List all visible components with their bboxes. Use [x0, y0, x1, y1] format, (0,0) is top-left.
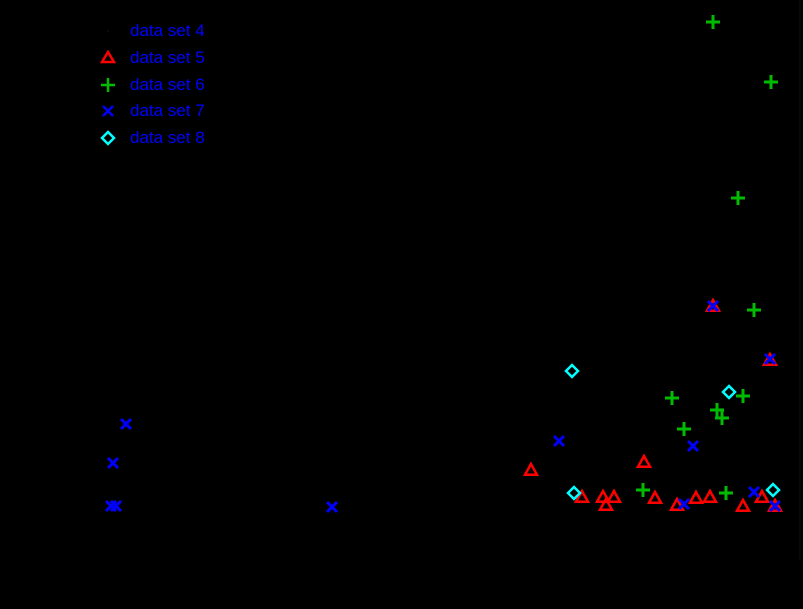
data-point [564, 363, 580, 379]
legend-item-data-set-5: data set 5 [96, 45, 205, 72]
data-point [747, 485, 761, 499]
legend-label: data set 7 [130, 101, 205, 121]
series-data-set-5 [522, 297, 784, 513]
data-point [668, 496, 686, 512]
data-point [734, 497, 752, 513]
legend-label: data set 6 [130, 74, 205, 94]
data-point [677, 497, 691, 511]
data-point [706, 15, 720, 29]
legend-item-data-set-7: data set 7 [96, 98, 205, 125]
data-point [325, 500, 339, 514]
data-point [764, 75, 778, 89]
series-data-set-6 [636, 15, 778, 500]
data-point [731, 191, 745, 205]
data-point [715, 411, 729, 425]
data-point [721, 384, 737, 400]
triangle-marker-icon [99, 49, 117, 64]
data-point [768, 499, 782, 513]
point-marker-icon [107, 30, 109, 33]
data-point [763, 352, 777, 366]
data-point [761, 351, 779, 367]
legend-label: data set 8 [130, 128, 205, 148]
plus-marker-icon [101, 77, 115, 92]
data-point [106, 456, 120, 470]
legend-label: data set 5 [130, 48, 205, 68]
data-point [677, 422, 691, 436]
series-data-set-8 [564, 363, 781, 501]
data-point [766, 497, 784, 513]
diamond-marker-icon [100, 130, 116, 146]
data-point [636, 483, 650, 497]
legend-item-data-set-6: data set 6 [96, 71, 205, 98]
data-point [635, 453, 653, 469]
data-point [573, 488, 591, 504]
data-point [710, 403, 724, 417]
data-point [594, 488, 612, 504]
series-layer [104, 0, 801, 560]
data-point [605, 488, 623, 504]
data-point [522, 461, 540, 477]
data-point [552, 434, 566, 448]
data-point [119, 417, 133, 431]
legend-item-data-set-8: data set 8 [96, 125, 205, 152]
data-point [706, 299, 720, 313]
data-point [701, 488, 719, 504]
legend-item-data-set-4: data set 4 [96, 18, 205, 45]
legend-label: data set 4 [130, 21, 205, 41]
data-point [719, 486, 733, 500]
data-point [109, 499, 123, 513]
data-point [736, 389, 750, 403]
data-point [765, 482, 781, 498]
legend: data set 4 data set 5 data set 6 data se… [96, 18, 205, 151]
data-point [686, 439, 700, 453]
data-point [704, 297, 722, 313]
data-point [747, 303, 761, 317]
series-data-set-7 [104, 299, 782, 514]
data-point [687, 489, 705, 505]
data-point [646, 489, 664, 505]
data-point [665, 391, 679, 405]
data-point [597, 496, 615, 512]
x-marker-icon [102, 105, 114, 118]
data-point [566, 485, 582, 501]
